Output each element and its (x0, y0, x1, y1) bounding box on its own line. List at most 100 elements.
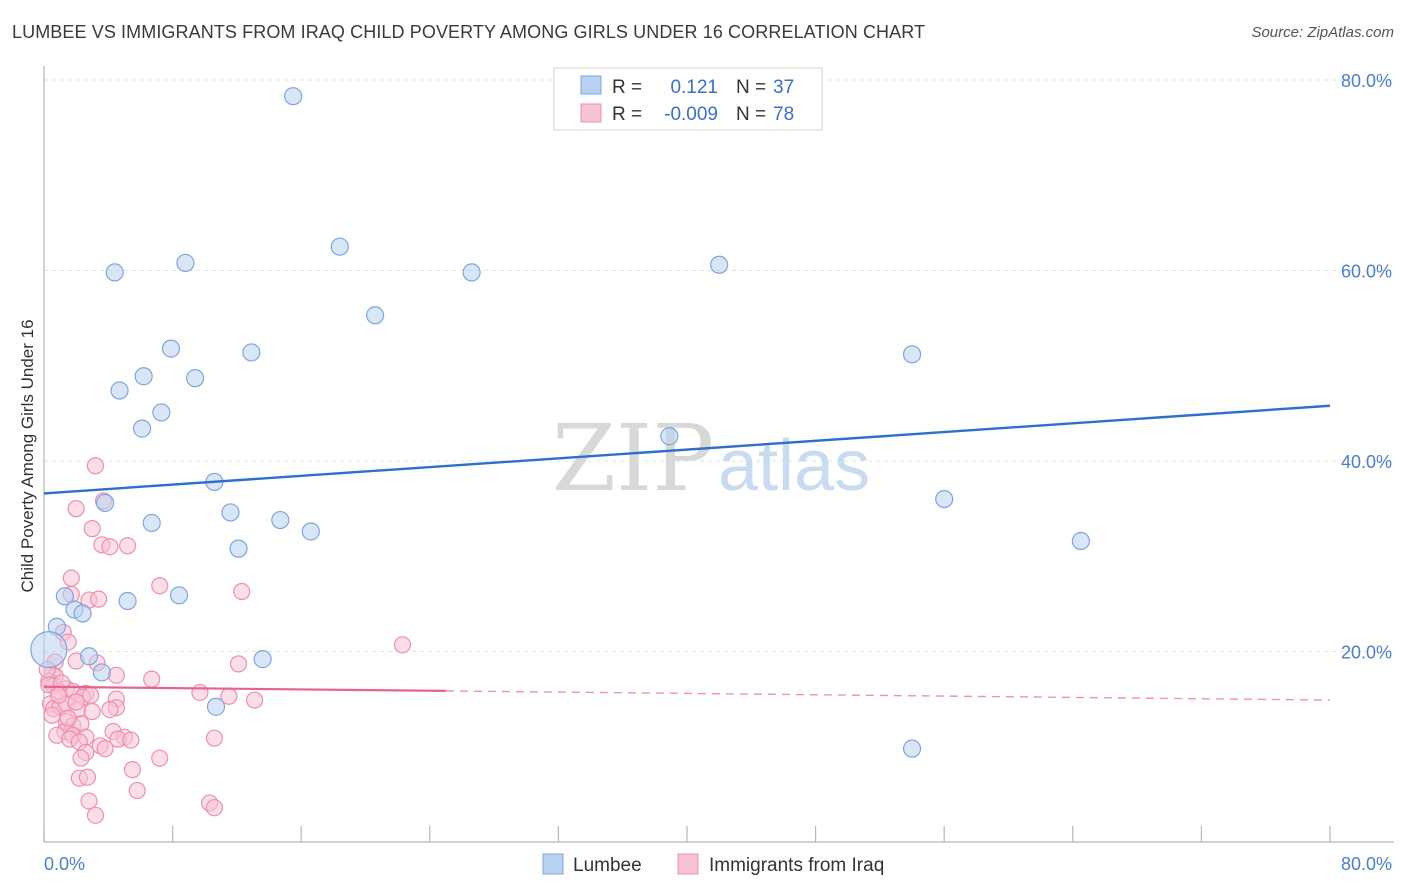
lumbee-point (206, 697, 226, 716)
legend-r-value-iraq: -0.009 (664, 104, 718, 125)
lumbee-point (92, 663, 111, 682)
iraq-point (72, 749, 90, 767)
lumbee-point (110, 381, 129, 400)
iraq-point (90, 590, 108, 608)
iraq-point (205, 799, 223, 817)
iraq-point (86, 806, 105, 824)
iraq-point (49, 686, 68, 704)
iraq-point (107, 666, 125, 684)
lumbee-point (660, 427, 679, 446)
lumbee-point (902, 345, 922, 364)
iraq-point (118, 537, 137, 555)
bottom-legend-label-iraq: Immigrants from Iraq (709, 855, 884, 876)
iraq-point (67, 500, 85, 518)
iraq-point (101, 701, 119, 719)
iraq-point (233, 582, 251, 601)
lumbee-trend-line (43, 404, 1331, 495)
lumbee-point (253, 650, 272, 669)
trend-lines (43, 404, 1331, 701)
lumbee-point (1071, 531, 1090, 551)
iraq-point (59, 709, 77, 727)
iraq-point (101, 538, 119, 556)
x-tick-label-min: 0.0% (44, 854, 85, 874)
iraq-trend-line-solid (43, 685, 446, 693)
y-axis-tick-labels: 20.0% 40.0% 60.0% 80.0% (1341, 71, 1392, 663)
legend-swatch-lumbee (580, 75, 602, 95)
lumbee-point (142, 513, 161, 533)
iraq-point (393, 636, 412, 654)
lumbee-point (330, 237, 349, 256)
iraq-point (96, 740, 114, 758)
series-immigrants-from-iraq (38, 457, 412, 824)
lumbee-point (301, 522, 320, 541)
iraq-point (67, 693, 85, 711)
iraq-point (80, 792, 98, 810)
lumbee-point (935, 490, 954, 509)
y-axis-label: Child Poverty Among Girls Under 16 (18, 319, 37, 592)
lumbee-point (95, 493, 115, 513)
bottom-legend-label-lumbee: Lumbee (573, 855, 642, 876)
lumbee-point (55, 587, 74, 606)
y-tick-label: 40.0% (1341, 452, 1392, 472)
iraq-point (86, 457, 105, 475)
iraq-point (128, 781, 146, 800)
lumbee-point (229, 539, 248, 558)
bottom-legend-swatch-iraq (677, 853, 699, 875)
lumbee-point (152, 403, 171, 422)
x-axis-ticks (43, 826, 1331, 842)
legend-r-value-lumbee: 0.121 (670, 77, 718, 98)
lumbee-point (132, 419, 152, 438)
iraq-point (78, 768, 97, 786)
lumbee-point (710, 255, 729, 274)
iraq-point (143, 670, 161, 688)
iraq-point (62, 569, 80, 587)
lumbee-point (366, 306, 385, 325)
lumbee-point (271, 510, 290, 530)
bottom-legend: Lumbee Immigrants from Iraq (542, 853, 884, 876)
iraq-trend-line-dashed (445, 690, 1331, 701)
iraq-point (151, 749, 169, 767)
legend-r-label-lumbee: R = (612, 77, 642, 98)
iraq-point (83, 520, 101, 538)
lumbee-point (186, 369, 205, 388)
iraq-point (122, 731, 140, 749)
iraq-point (83, 702, 101, 721)
chart-title: LUMBEE VS IMMIGRANTS FROM IRAQ CHILD POV… (12, 22, 926, 42)
iraq-point (151, 577, 169, 595)
lumbee-point (118, 591, 137, 611)
legend-r-label-iraq: R = (612, 104, 642, 125)
source-label: Source: ZipAtlas.com (1251, 24, 1394, 41)
legend-n-value-lumbee: 37 (773, 77, 794, 98)
lumbee-point (176, 253, 195, 272)
lumbee-point (242, 343, 261, 362)
iraq-point (205, 729, 223, 747)
lumbee-point (161, 339, 181, 358)
iraq-point (191, 683, 209, 702)
lumbee-point (105, 263, 124, 282)
lumbee-point (134, 367, 153, 386)
y-tick-label: 20.0% (1341, 643, 1392, 663)
watermark-zip: ZIP (552, 405, 714, 512)
lumbee-point (73, 604, 92, 623)
lumbee-point (902, 739, 922, 758)
legend-n-label-lumbee: N = (736, 77, 766, 98)
lumbee-point (30, 630, 68, 669)
iraq-point (245, 691, 264, 709)
lumbee-point (169, 586, 189, 605)
watermark: ZIP atlas (552, 405, 870, 512)
legend-n-label-iraq: N = (736, 104, 766, 125)
x-tick-label-max: 80.0% (1341, 854, 1392, 874)
gridlines (44, 79, 1394, 652)
series-lumbee (30, 87, 1090, 758)
iraq-point (123, 761, 142, 779)
iraq-point (229, 655, 248, 673)
lumbee-point (79, 647, 99, 666)
bottom-legend-swatch-lumbee (542, 853, 564, 875)
iraq-point (82, 686, 100, 704)
y-tick-label: 80.0% (1341, 71, 1392, 91)
iraq-point (43, 706, 61, 724)
lumbee-point (462, 263, 481, 282)
y-tick-label: 60.0% (1341, 262, 1392, 282)
lumbee-point (284, 87, 303, 106)
